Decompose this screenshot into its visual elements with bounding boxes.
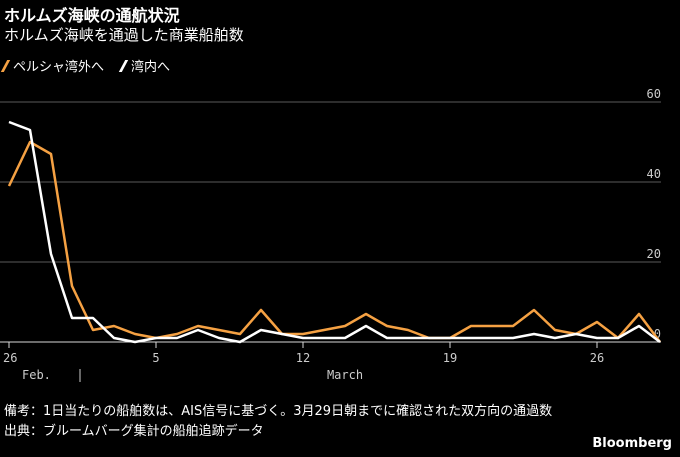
x-tick-label: 19 <box>443 351 457 365</box>
chart-subtitle: ホルムズ海峡を通過した商業船舶数 <box>4 26 244 44</box>
series-line-inbound <box>8 120 661 344</box>
x-tick-label: 26 <box>3 351 17 365</box>
chart-note: 備考：1日当たりの船舶数は、AIS信号に基づく。3月29日朝までに確認された双方… <box>4 404 553 419</box>
x-period-label: March <box>327 368 363 382</box>
y-tick-label: 40 <box>647 167 661 181</box>
legend: ペルシャ湾外へ 湾内へ <box>0 56 171 75</box>
x-period-label: Feb. <box>22 368 51 382</box>
x-tick-label: 26 <box>590 351 604 365</box>
bloomberg-logo: Bloomberg <box>592 436 672 451</box>
y-tick-label: 0 <box>654 327 661 341</box>
chart-title: ホルムズ海峡の通航状況 <box>4 6 180 25</box>
line-chart: 0 20 40 60 26 5 12 19 26 Feb. March <box>0 87 661 382</box>
legend-label-outbound: ペルシャ湾外へ <box>13 60 105 75</box>
legend-item-outbound: ペルシャ湾外へ <box>0 56 105 75</box>
chart-source: 出典：ブルームバーグ集計の船舶追跡データ <box>4 424 264 439</box>
x-tick-label: 5 <box>152 351 159 365</box>
y-tick-label: 20 <box>647 247 661 261</box>
series-line-outbound <box>7 140 661 343</box>
y-tick-label: 60 <box>647 87 661 101</box>
legend-label-inbound: 湾内へ <box>131 60 171 75</box>
x-tick-label: 12 <box>296 351 310 365</box>
legend-item-inbound: 湾内へ <box>118 56 171 75</box>
